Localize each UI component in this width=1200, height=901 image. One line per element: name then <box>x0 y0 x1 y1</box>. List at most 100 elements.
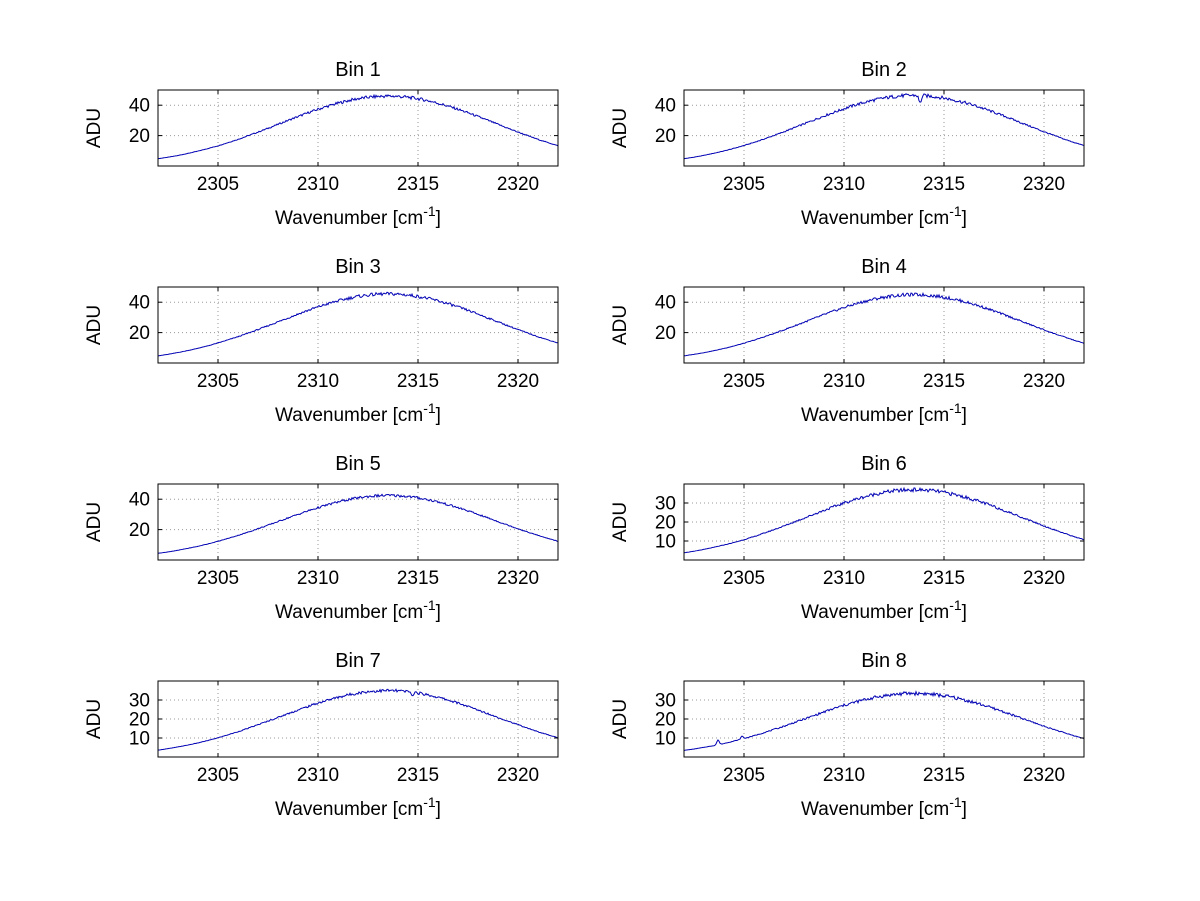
data-curve <box>684 291 1084 357</box>
axes-box <box>157 483 559 561</box>
y-axis-label: ADU <box>84 108 105 148</box>
x-tick-label: 2310 <box>297 174 339 195</box>
x-tick-label: 2305 <box>723 371 765 392</box>
subplot-bin-2: 2305 2310 2315 2320 20 40 Bin 2 ADU Wavenumber [… <box>596 48 1122 245</box>
plot-title: Bin 6 <box>861 453 907 475</box>
plot-title: Bin 1 <box>335 59 381 81</box>
plot-canvas: 2305 2310 2315 2320 20 40 Bin 5 ADU Wavenumber [… <box>84 453 559 623</box>
x-tick-label: 2315 <box>923 174 965 195</box>
y-tick-label: 30 <box>129 691 150 712</box>
axes-box <box>157 89 559 167</box>
x-tick-label: 2315 <box>923 765 965 786</box>
y-axis-label: ADU <box>84 305 105 345</box>
data-curve <box>158 291 558 357</box>
x-tick-label: 2320 <box>497 765 539 786</box>
y-axis-label: ADU <box>84 699 105 739</box>
x-tick-label: 2310 <box>823 568 865 589</box>
subplot-bin-1: 2305 2310 2315 2320 20 40 Bin 1 ADU Wavenumber [… <box>70 48 596 245</box>
plot-canvas: 2305 2310 2315 2320 20 40 Bin 2 ADU Wavenumber [… <box>610 59 1085 229</box>
x-tick-label: 2310 <box>823 174 865 195</box>
y-tick-label: 30 <box>655 494 676 515</box>
x-tick-label: 2315 <box>923 371 965 392</box>
x-axis-label: Wavenumber [cm-1] <box>801 203 967 229</box>
x-tick-label: 2305 <box>197 371 239 392</box>
figure-grid: 2305 2310 2315 2320 20 40 Bin 1 ADU Wavenumber [… <box>70 48 1122 836</box>
y-tick-label: 10 <box>655 729 676 750</box>
subplot-bin-7: 2305 2310 2315 2320 10 20 30 Bin 7 ADU Wavenumber… <box>70 639 596 836</box>
x-axis-label: Wavenumber [cm-1] <box>275 597 441 623</box>
plot-canvas: 2305 2310 2315 2320 20 40 Bin 3 ADU Wavenumber [… <box>84 256 559 426</box>
x-tick-label: 2320 <box>1023 765 1065 786</box>
subplot-bin-4: 2305 2310 2315 2320 20 40 Bin 4 ADU Wavenumber [… <box>596 245 1122 442</box>
y-tick-label: 20 <box>129 126 150 147</box>
plot-title: Bin 7 <box>335 650 381 672</box>
x-tick-label: 2310 <box>297 765 339 786</box>
axes-box <box>683 89 1085 167</box>
x-tick-label: 2320 <box>497 568 539 589</box>
x-tick-label: 2305 <box>197 568 239 589</box>
y-tick-label: 20 <box>129 710 150 731</box>
y-tick-label: 20 <box>129 520 150 541</box>
x-axis-label: Wavenumber [cm-1] <box>275 203 441 229</box>
x-tick-label: 2320 <box>497 371 539 392</box>
x-tick-label: 2305 <box>197 765 239 786</box>
data-curve <box>684 92 1084 160</box>
x-axis-label: Wavenumber [cm-1] <box>275 794 441 820</box>
data-curve <box>158 93 558 160</box>
y-axis-label: ADU <box>84 502 105 542</box>
y-tick-label: 20 <box>655 323 676 344</box>
x-tick-label: 2310 <box>297 568 339 589</box>
plot-canvas: 2305 2310 2315 2320 20 40 Bin 1 ADU Wavenumber [… <box>84 59 559 229</box>
y-tick-label: 40 <box>129 490 150 511</box>
x-tick-label: 2310 <box>823 371 865 392</box>
x-tick-label: 2320 <box>1023 174 1065 195</box>
x-tick-label: 2315 <box>397 568 439 589</box>
plot-title: Bin 8 <box>861 650 907 672</box>
x-tick-label: 2315 <box>923 568 965 589</box>
subplot-bin-5: 2305 2310 2315 2320 20 40 Bin 5 ADU Wavenumber [… <box>70 442 596 639</box>
x-axis-label: Wavenumber [cm-1] <box>801 400 967 426</box>
plot-canvas: 2305 2310 2315 2320 20 40 Bin 4 ADU Wavenumber [… <box>610 256 1085 426</box>
y-tick-label: 10 <box>129 729 150 750</box>
subplot-bin-3: 2305 2310 2315 2320 20 40 Bin 3 ADU Wavenumber [… <box>70 245 596 442</box>
plot-title: Bin 4 <box>861 256 907 278</box>
y-tick-label: 40 <box>655 293 676 314</box>
plot-title: Bin 3 <box>335 256 381 278</box>
y-tick-label: 20 <box>655 710 676 731</box>
y-tick-label: 20 <box>655 513 676 534</box>
x-tick-label: 2305 <box>723 174 765 195</box>
y-tick-label: 40 <box>655 96 676 117</box>
y-tick-label: 20 <box>129 323 150 344</box>
y-tick-label: 20 <box>655 126 676 147</box>
x-tick-label: 2315 <box>397 765 439 786</box>
y-axis-label: ADU <box>610 305 631 345</box>
subplot-bin-6: 2305 2310 2315 2320 10 20 30 Bin 6 ADU Wavenumber… <box>596 442 1122 639</box>
y-tick-label: 40 <box>129 96 150 117</box>
x-tick-label: 2320 <box>1023 371 1065 392</box>
plot-title: Bin 2 <box>861 59 907 81</box>
y-tick-label: 40 <box>129 293 150 314</box>
x-tick-label: 2315 <box>397 174 439 195</box>
x-tick-label: 2320 <box>1023 568 1065 589</box>
y-tick-label: 30 <box>655 691 676 712</box>
x-tick-label: 2310 <box>823 765 865 786</box>
y-axis-label: ADU <box>610 502 631 542</box>
x-axis-label: Wavenumber [cm-1] <box>275 400 441 426</box>
data-curve <box>158 688 558 751</box>
x-tick-label: 2310 <box>297 371 339 392</box>
subplot-bin-8: 2305 2310 2315 2320 10 20 30 Bin 8 ADU Wavenumber… <box>596 639 1122 836</box>
x-tick-label: 2305 <box>723 765 765 786</box>
x-tick-label: 2305 <box>197 174 239 195</box>
data-curve <box>684 486 1084 554</box>
x-axis-label: Wavenumber [cm-1] <box>801 597 967 623</box>
axes-box <box>157 286 559 364</box>
y-axis-label: ADU <box>610 699 631 739</box>
plot-title: Bin 5 <box>335 453 381 475</box>
data-curve <box>684 690 1084 751</box>
y-tick-label: 10 <box>655 532 676 553</box>
axes-box <box>683 286 1085 364</box>
x-axis-label: Wavenumber [cm-1] <box>801 794 967 820</box>
